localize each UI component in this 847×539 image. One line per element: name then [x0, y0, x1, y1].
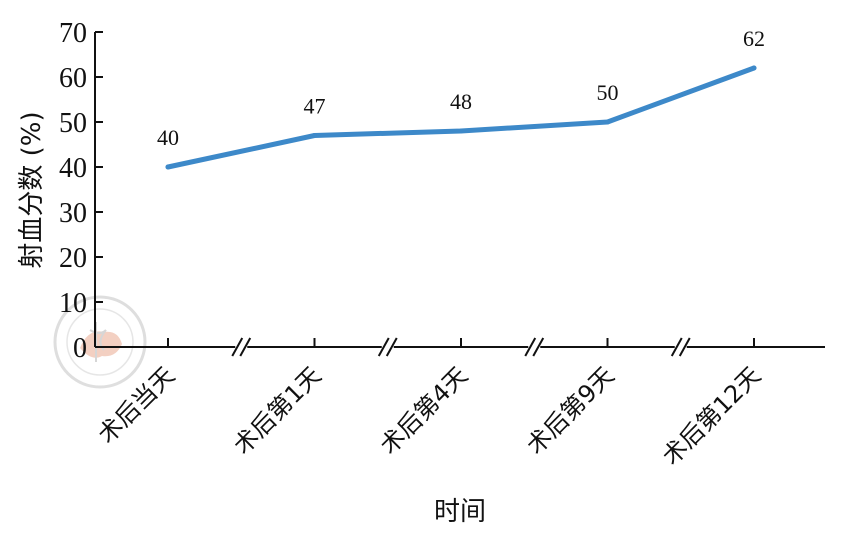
y-tick-label: 20: [59, 243, 87, 274]
axis-break-mark: [377, 337, 390, 357]
data-point: [605, 119, 610, 125]
data-label: 47: [304, 94, 326, 119]
axis-break-mark: [532, 337, 545, 357]
axis-break-mark: [670, 337, 683, 357]
x-category-label: 术后第4天: [375, 361, 473, 459]
data-point: [458, 128, 464, 134]
axis-break-mark: [239, 337, 252, 357]
x-category-label: 术后第1天: [228, 361, 326, 459]
x-axis-ticks: 术后当天 术后第1天 术后第4天 术后第9天 术后第12天: [93, 338, 766, 471]
data-label: 50: [597, 80, 619, 105]
axis-break-mark: [231, 337, 244, 357]
y-tick-label: 60: [59, 63, 87, 94]
y-axis-title: 射血分数 (%): [17, 111, 47, 268]
y-tick-label: 0: [73, 333, 87, 364]
axis-break-gap: [381, 344, 394, 350]
y-tick-label: 50: [59, 108, 87, 139]
data-point: [751, 65, 757, 71]
data-label: 48: [450, 89, 472, 114]
axis-break-mark: [524, 337, 537, 357]
axis-break-mark: [678, 337, 691, 357]
data-label: 40: [157, 125, 179, 150]
data-labels: 40 47 48 50 62: [157, 26, 765, 150]
y-tick-label: 40: [59, 153, 87, 184]
watermark-logo: [53, 295, 147, 389]
x-category-label: 术后第12天: [657, 361, 766, 470]
data-label: 62: [743, 26, 765, 51]
y-tick-label: 70: [59, 18, 87, 49]
axis-break-gap: [528, 344, 541, 350]
axis-break-gap: [674, 344, 687, 350]
axis-break-mark: [385, 337, 398, 357]
series-line: [165, 65, 757, 170]
data-point: [312, 133, 317, 138]
series-group: [165, 65, 757, 170]
x-category-label: 术后第9天: [521, 361, 619, 459]
y-tick-label: 30: [59, 198, 87, 229]
axis-break-marks: [231, 337, 691, 357]
y-axis-ticks: 0 10 20 30 40 50 60 70: [59, 18, 103, 364]
y-tick-label: 10: [59, 288, 87, 319]
data-point: [165, 164, 171, 170]
x-axis-title: 时间: [434, 497, 486, 527]
axis-break-gap: [235, 344, 248, 350]
